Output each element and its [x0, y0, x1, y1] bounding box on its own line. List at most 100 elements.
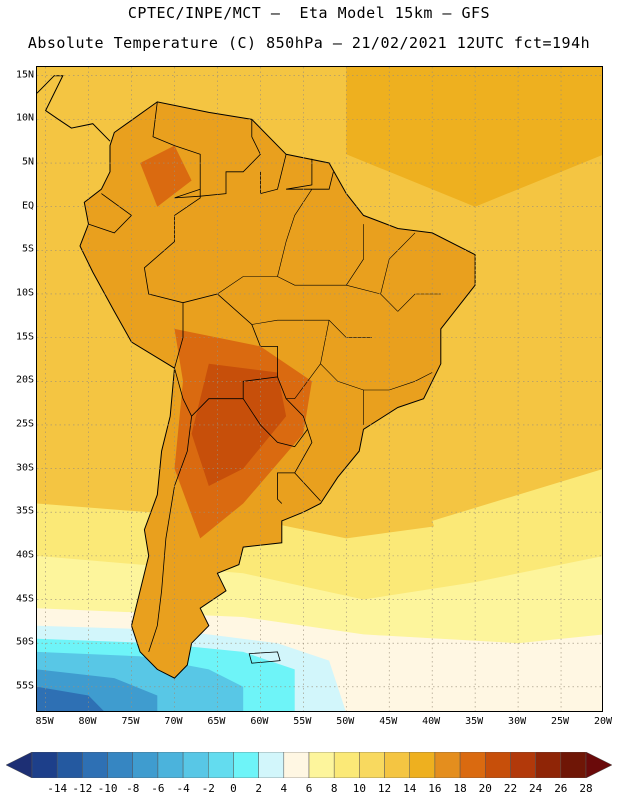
lat-tick-label: 15S	[15, 331, 34, 343]
lat-tick-label: 40S	[15, 549, 34, 561]
lon-tick-label: 45W	[379, 716, 398, 727]
state-border	[346, 224, 364, 286]
lon-tick-label: 55W	[293, 716, 312, 727]
map-title: CPTEC/INPE/MCT – Eta Model 15km – GFS	[127, 4, 491, 22]
colorbar-swatch	[535, 752, 562, 778]
lon-tick-label: 85W	[35, 716, 54, 727]
colorbar-swatch	[157, 752, 184, 778]
colorbar-tick-label: -12	[72, 782, 93, 795]
south-america-coastline	[79, 101, 476, 679]
lat-tick-label: 35S	[15, 505, 34, 517]
lat-tick-label: 25S	[15, 418, 34, 430]
map-subtitle: Absolute Temperature (C) 850hPa – 21/02/…	[27, 34, 591, 52]
falklands-coastline	[248, 651, 281, 664]
lon-tick-label: 75W	[121, 716, 140, 727]
colorbar-tick-label: -10	[97, 782, 118, 795]
hotter-core	[191, 363, 287, 486]
country-border	[259, 154, 287, 195]
lat-tick-label: 50S	[15, 636, 34, 648]
colorbar-swatch	[107, 752, 133, 778]
colorbar-swatch	[485, 752, 511, 778]
colorbar-tick-label: 16	[428, 782, 442, 795]
colorbar-tick-label: 2	[255, 782, 262, 795]
colorbar-swatch	[283, 752, 310, 778]
country-border	[286, 158, 334, 190]
colorbar-swatch	[258, 752, 285, 778]
colorbar-swatch	[384, 752, 410, 778]
temperature-map	[37, 67, 602, 711]
colorbar-over-arrow	[585, 752, 612, 778]
colorbar-tick-label: 26	[554, 782, 568, 795]
lat-tick-label: 10N	[15, 112, 34, 124]
colorbar-tick-label: 20	[478, 782, 492, 795]
lon-tick-label: 50W	[336, 716, 355, 727]
lon-tick-label: 70W	[164, 716, 183, 727]
colorbar-tick-label: 10	[352, 782, 366, 795]
colorbar-tick-label: -8	[126, 782, 140, 795]
country-border	[143, 189, 201, 369]
band-mid-ne	[346, 67, 602, 207]
colorbar-swatch	[233, 752, 259, 778]
colorbar-tick-label: 4	[280, 782, 288, 795]
hot-north	[140, 145, 192, 207]
colorbar-swatch	[409, 752, 436, 778]
colorbar-tick-label: 28	[579, 782, 593, 795]
colorbar-tick-label: -4	[176, 782, 190, 795]
lon-tick-label: 80W	[78, 716, 97, 727]
colorbar-swatch	[132, 752, 159, 778]
lon-tick-label: 20W	[593, 716, 613, 727]
lat-tick-label: EQ	[21, 200, 34, 212]
lon-tick-label: 65W	[207, 716, 226, 727]
colorbar-tick-label: -14	[47, 782, 68, 795]
colorbar-swatch	[333, 752, 360, 778]
colorbar-swatch	[510, 752, 536, 778]
country-border	[200, 119, 261, 197]
lat-tick-label: 45S	[15, 593, 34, 604]
colorbar-swatch	[208, 752, 234, 778]
colorbar-tick-label: 8	[330, 782, 338, 795]
lon-tick-label: 30W	[508, 716, 527, 727]
colorbar-tick-label: 6	[305, 782, 313, 795]
lat-lon-grid	[37, 67, 602, 711]
lat-tick-label: 15N	[15, 69, 34, 81]
colorbar-swatch	[182, 752, 209, 778]
band-cold-5	[37, 686, 104, 711]
colorbar-swatch	[459, 752, 486, 778]
band-cool-se	[432, 469, 602, 574]
lat-tick-label: 20S	[15, 374, 34, 386]
country-border	[277, 429, 313, 504]
colorbar	[6, 752, 612, 778]
country-border	[242, 376, 309, 448]
map-frame	[36, 66, 603, 712]
country-border	[294, 472, 321, 502]
lat-tick-label: 55S	[15, 680, 34, 692]
lon-tick-label: 35W	[465, 716, 484, 727]
colorbar-tick-label: 14	[403, 782, 417, 795]
temperature-field	[37, 67, 602, 711]
country-border	[88, 193, 133, 234]
colorbar-tick-label: 18	[453, 782, 467, 795]
colorbar-swatch	[82, 752, 108, 778]
state-border	[286, 363, 321, 400]
colorbar-swatch	[31, 752, 58, 778]
colorbar-tick-label: 0	[230, 782, 237, 795]
lat-tick-label: 30S	[15, 462, 34, 474]
state-border	[380, 232, 416, 295]
colorbar-swatch	[359, 752, 385, 778]
colorbar-swatch	[434, 752, 461, 778]
lat-tick-label: 5S	[21, 243, 34, 255]
colorbar-tick-label: -2	[201, 782, 215, 795]
lon-tick-label: 40W	[422, 716, 441, 727]
lat-tick-label: 10S	[15, 287, 34, 299]
colorbar-swatch	[560, 752, 587, 778]
colorbar-swatch	[308, 752, 335, 778]
colorbar-swatch	[56, 752, 83, 778]
lat-tick-label: 5N	[21, 156, 34, 168]
colorbar-tick-label: 24	[529, 782, 543, 795]
colorbar-tick-label: 12	[377, 782, 392, 795]
lon-tick-label: 60W	[250, 716, 269, 727]
colorbar-tick-label: 22	[503, 782, 518, 795]
colorbar-under-arrow	[6, 752, 33, 778]
colorbar-tick-label: -6	[151, 782, 165, 795]
coastline-and-borders	[37, 75, 476, 679]
